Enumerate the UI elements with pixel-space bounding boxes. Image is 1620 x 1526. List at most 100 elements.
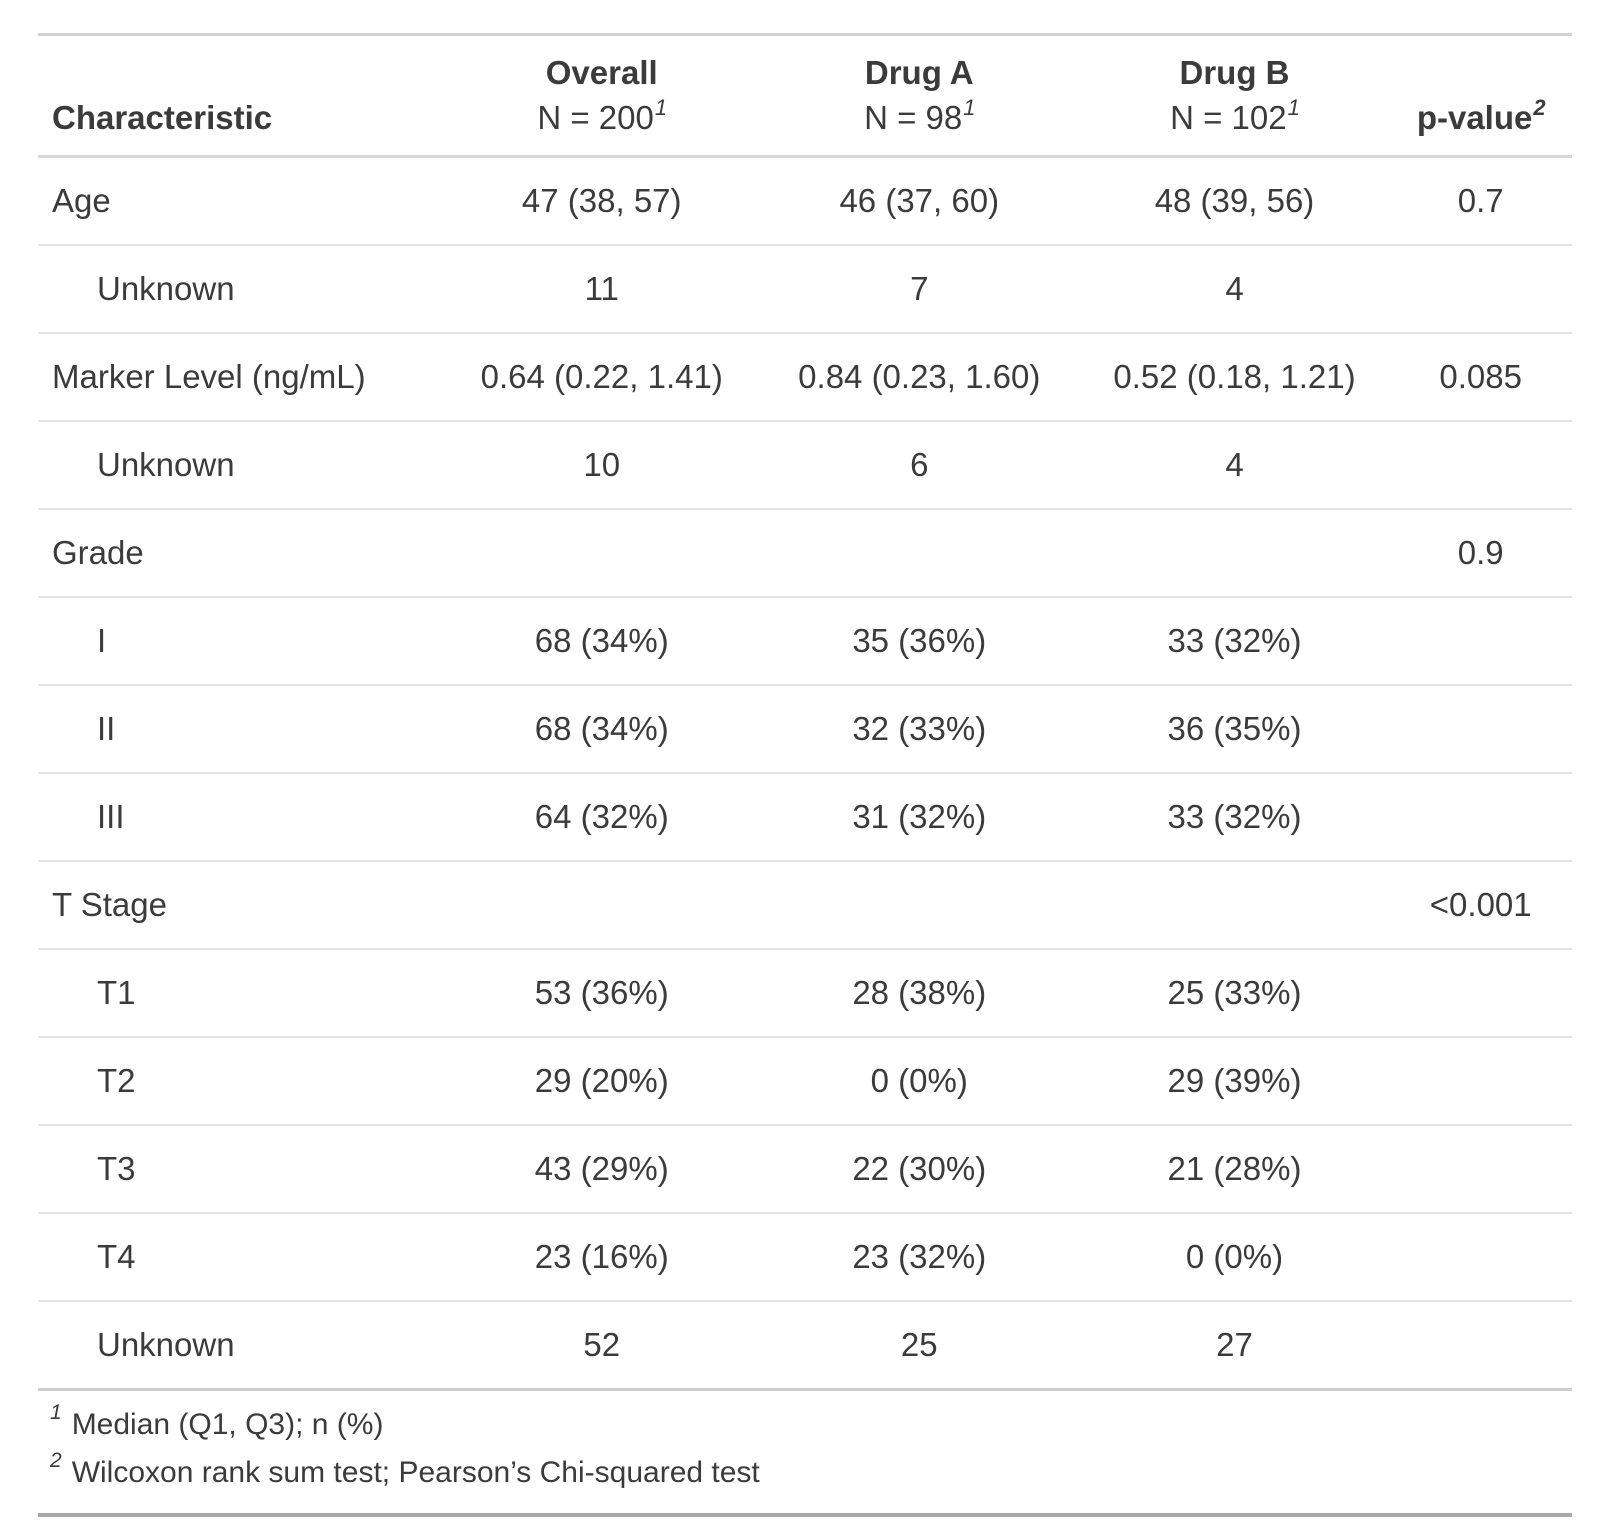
column-label: Drug B <box>1179 54 1290 91</box>
row-label: Grade <box>38 508 445 597</box>
cell-overall: 10 <box>444 420 759 509</box>
row-label: T2 <box>38 1036 445 1125</box>
footnote-cell: 1 Median (Q1, Q3); n (%) 2 Wilcoxon rank s… <box>38 1388 1572 1517</box>
column-label: Overall <box>545 54 658 91</box>
cell-drug-a: 22 (30%) <box>758 1124 1080 1213</box>
column-header-drug-a: Drug A N = 981 <box>758 34 1080 158</box>
cell-overall: 47 (38, 57) <box>521 182 682 219</box>
footnote-mark: 1 <box>654 95 668 120</box>
cell-p-value: <0.001 <box>1389 860 1572 949</box>
cell-p-value: 0.7 <box>1457 182 1504 219</box>
cell-p-value <box>1389 1036 1572 1125</box>
cell-drug-a: 32 (33%) <box>758 684 1080 773</box>
cell-drug-b: 4 <box>1079 244 1390 333</box>
cell-drug-a <box>758 508 1080 597</box>
cell-drug-a: 6 <box>758 420 1080 509</box>
footnote-row: 1 Median (Q1, Q3); n (%) 2 Wilcoxon rank s… <box>38 1388 1572 1517</box>
row-label: Unknown <box>38 244 445 333</box>
footnote-mark: 1 <box>1287 95 1300 120</box>
cell-p-value <box>1389 684 1572 773</box>
table-row: Age 47 (38, 57) 46 (37, 60) 48 (39, 56) 0.7 <box>38 157 1572 246</box>
table-row: Unknown 52 25 27 <box>38 1300 1572 1390</box>
cell-drug-b: 0.52 (0.18, 1.21) <box>1079 332 1390 421</box>
table-row: Unknown 10 6 4 <box>38 420 1572 509</box>
cell-overall: 43 (29%) <box>444 1124 759 1213</box>
cell-p-value <box>1389 1124 1572 1213</box>
table-header: Characteristic Overall N = 2001 Drug A N… <box>38 34 1572 158</box>
cell-drug-b: 27 <box>1079 1300 1390 1390</box>
table-row: T1 53 (36%) 28 (38%) 25 (33%) <box>38 948 1572 1037</box>
row-label: Unknown <box>38 420 445 509</box>
table-row: T3 43 (29%) 22 (30%) 21 (28%) <box>38 1124 1572 1213</box>
cell-drug-a: 46 (37, 60) <box>839 182 1000 219</box>
row-label: T3 <box>38 1124 445 1213</box>
cell-drug-a: 7 <box>758 244 1080 333</box>
column-sublabel: N = 981 <box>864 95 976 137</box>
table-row: T4 23 (16%) 23 (32%) 0 (0%) <box>38 1212 1572 1301</box>
cell-drug-b: 21 (28%) <box>1079 1124 1390 1213</box>
cell-overall <box>444 860 759 949</box>
cell-drug-a: 0.84 (0.23, 1.60) <box>758 332 1080 421</box>
row-label: III <box>38 772 445 861</box>
footnote-1: 1 Median (Q1, Q3); n (%) <box>50 1401 1572 1449</box>
summary-table: Characteristic Overall N = 2001 Drug A N… <box>38 33 1572 1517</box>
cell-drug-a: 35 (36%) <box>758 596 1080 685</box>
cell-drug-b: 48 (39, 56) <box>1154 182 1315 219</box>
row-label: T4 <box>38 1212 445 1301</box>
table-footer: 1 Median (Q1, Q3); n (%) 2 Wilcoxon rank s… <box>38 1388 1572 1517</box>
cell-drug-a: 28 (38%) <box>758 948 1080 1037</box>
table-row: II 68 (34%) 32 (33%) 36 (35%) <box>38 684 1572 773</box>
cell-p-value <box>1389 1300 1572 1390</box>
footnote-mark: 1 <box>963 95 976 120</box>
cell-overall: 68 (34%) <box>444 596 759 685</box>
row-label: Age <box>52 182 111 219</box>
table-row: T2 29 (20%) 0 (0%) 29 (39%) <box>38 1036 1572 1125</box>
cell-p-value <box>1389 244 1572 333</box>
table-row: I 68 (34%) 35 (36%) 33 (32%) <box>38 596 1572 685</box>
column-label: Drug A <box>864 54 974 91</box>
table-body: Age 47 (38, 57) 46 (37, 60) 48 (39, 56) 0.7 U… <box>38 157 1572 1390</box>
cell-overall: 0.64 (0.22, 1.41) <box>444 332 759 421</box>
header-row: Characteristic Overall N = 2001 Drug A N… <box>38 34 1572 158</box>
cell-drug-b: 29 (39%) <box>1079 1036 1390 1125</box>
footnote-text: Median (Q1, Q3); n (%) <box>71 1408 384 1441</box>
footnote-text: Wilcoxon rank sum test; Pearson’s Chi-sq… <box>71 1456 760 1489</box>
cell-drug-b: 25 (33%) <box>1079 948 1390 1037</box>
table-row: Grade 0.9 <box>38 508 1572 597</box>
cell-p-value <box>1389 1212 1572 1301</box>
column-header-p-value: p-value2 <box>1389 34 1572 158</box>
row-label: Marker Level (ng/mL) <box>38 332 445 421</box>
table-row: III 64 (32%) 31 (32%) 33 (32%) <box>38 772 1572 861</box>
cell-drug-a: 31 (32%) <box>758 772 1080 861</box>
column-sublabel: N = 2001 <box>537 95 668 137</box>
column-header-characteristic: Characteristic <box>38 34 445 158</box>
cell-drug-a: 0 (0%) <box>758 1036 1080 1125</box>
cell-drug-b: 33 (32%) <box>1079 772 1390 861</box>
table-row: Marker Level (ng/mL) 0.64 (0.22, 1.41) 0.8… <box>38 332 1572 421</box>
cell-overall <box>444 508 759 597</box>
cell-p-value <box>1389 596 1572 685</box>
cell-drug-b <box>1079 508 1390 597</box>
column-sublabel: N = 1021 <box>1170 95 1300 137</box>
table-row: Unknown 11 7 4 <box>38 244 1572 333</box>
footnote-mark: 1 <box>50 1401 62 1424</box>
cell-drug-b: 0 (0%) <box>1079 1212 1390 1301</box>
row-label: T Stage <box>38 860 445 949</box>
row-label: T1 <box>38 948 445 1037</box>
footnote-2: 2 Wilcoxon rank sum test; Pearson’s Chi-s… <box>50 1449 1572 1497</box>
cell-drug-a: 23 (32%) <box>758 1212 1080 1301</box>
column-header-overall: Overall N = 2001 <box>444 34 759 158</box>
column-label: Characteristic <box>52 99 273 136</box>
cell-drug-b <box>1079 860 1390 949</box>
cell-p-value <box>1389 772 1572 861</box>
cell-p-value <box>1389 420 1572 509</box>
cell-p-value: 0.9 <box>1389 508 1572 597</box>
cell-p-value <box>1389 948 1572 1037</box>
row-label: I <box>38 596 445 685</box>
table-row: T Stage <0.001 <box>38 860 1572 949</box>
cell-drug-b: 4 <box>1079 420 1390 509</box>
cell-drug-a: 25 <box>758 1300 1080 1390</box>
cell-overall: 64 (32%) <box>444 772 759 861</box>
cell-overall: 68 (34%) <box>444 684 759 773</box>
column-label: p-value <box>1416 99 1533 136</box>
